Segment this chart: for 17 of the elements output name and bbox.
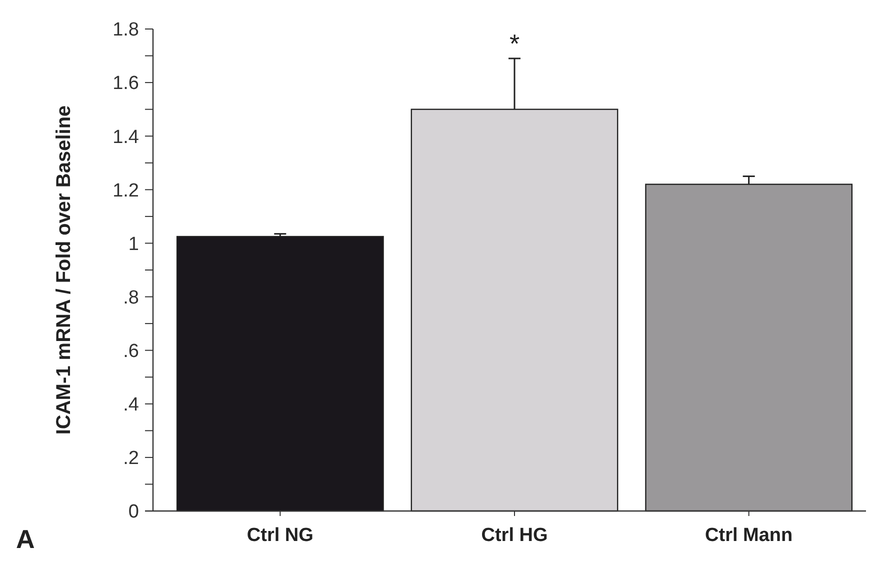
x-tick-label: Ctrl HG — [481, 525, 548, 546]
text: A — [16, 524, 35, 554]
annotation: * — [509, 28, 520, 58]
y-tick-label: 1.6 — [112, 73, 139, 94]
x-tick-label: Ctrl NG — [246, 525, 314, 546]
bar — [176, 236, 384, 512]
y-tick-label: 1.2 — [112, 180, 139, 202]
y-tick-label: 1.4 — [112, 126, 140, 148]
y-tick-label: .4 — [123, 394, 140, 416]
y-tick-label: .2 — [123, 448, 139, 470]
y-axis-title: ICAM-1 mRNA / Fold over Baseline — [53, 105, 75, 435]
y-tick-label: 1.8 — [112, 20, 139, 41]
x-tick-label: Ctrl Mann — [705, 525, 793, 546]
y-tick-label: 0 — [128, 502, 139, 523]
y-tick-label: .8 — [123, 287, 139, 308]
y-tick-label: .6 — [123, 340, 139, 362]
y-tick-label: 1 — [128, 234, 139, 255]
